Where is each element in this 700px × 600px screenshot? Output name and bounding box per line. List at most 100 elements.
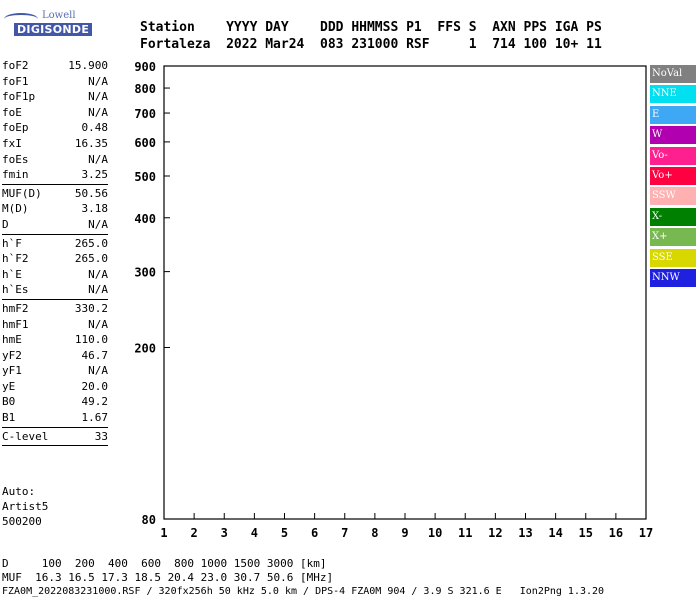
legend-item: X- xyxy=(650,207,696,226)
param-row: yF2 46.7 xyxy=(2,348,108,364)
param-label: fmin xyxy=(2,168,29,182)
param-label: hmE xyxy=(2,333,22,347)
param-label: yF2 xyxy=(2,348,22,362)
param-value: 265.0 xyxy=(74,236,108,250)
param-row: D N/A xyxy=(2,217,108,233)
param-row: foF1p N/A xyxy=(2,89,108,105)
legend-item: NNE xyxy=(650,85,696,104)
param-value: 50.56 xyxy=(74,186,108,200)
logo-product: DIGISONDE xyxy=(14,23,93,36)
y-tick-label: 600 xyxy=(134,136,156,150)
param-row: h`F 265.0 xyxy=(2,236,108,252)
y-tick-label: 400 xyxy=(134,212,156,226)
param-row: hmF1 N/A xyxy=(2,317,108,333)
param-label: foF2 xyxy=(2,59,29,72)
legend-item: NoVal xyxy=(650,65,696,83)
x-tick-label: 7 xyxy=(341,526,348,540)
param-row: B1 1.67 xyxy=(2,410,108,426)
divider xyxy=(2,426,108,428)
param-label: foEs xyxy=(2,152,29,166)
x-tick-label: 8 xyxy=(371,526,378,540)
param-row: yF1 N/A xyxy=(2,363,108,379)
auto-label: Auto: xyxy=(2,485,36,498)
param-row: B0 49.2 xyxy=(2,394,108,410)
param-row: fmin 3.25 xyxy=(2,167,108,183)
legend-item: SSW xyxy=(650,187,696,206)
param-label: yF1 xyxy=(2,364,22,378)
param-row: C-level 33 xyxy=(2,429,108,445)
param-value: N/A xyxy=(88,74,108,88)
logo-brand: Lowell xyxy=(42,10,76,21)
param-label: D xyxy=(2,217,9,231)
legend-item: NNW xyxy=(650,268,696,287)
param-label: MUF(D) xyxy=(2,186,42,200)
y-tick-label: 300 xyxy=(134,266,156,280)
param-row: yE 20.0 xyxy=(2,379,108,395)
x-tick-label: 1 xyxy=(160,526,167,540)
param-value: 0.48 xyxy=(81,121,109,135)
chart-axes: 1 2 3 4 5 6 7 8 9 10 11 12 13 14 15 16 17802003004005006… xyxy=(134,60,653,540)
param-value: N/A xyxy=(88,267,108,281)
param-row: hmF2 330.2 xyxy=(2,301,108,317)
param-value: N/A xyxy=(88,364,108,378)
param-row: h`Es N/A xyxy=(2,282,108,298)
param-value: 46.7 xyxy=(81,348,109,362)
x-tick-label: 2 xyxy=(191,526,198,540)
plot-frame xyxy=(163,65,647,520)
x-tick-label: 5 xyxy=(281,526,288,540)
x-tick-label: 15 xyxy=(579,526,593,540)
auto-code: 500200 xyxy=(2,515,42,528)
legend-item: Vo- xyxy=(650,146,696,165)
param-label: h`E xyxy=(2,267,22,281)
x-tick-label: 17 xyxy=(639,526,653,540)
x-tick-label: 16 xyxy=(609,526,623,540)
param-row: h`F2 265.0 xyxy=(2,251,108,267)
y-tick-label: 700 xyxy=(134,107,156,121)
param-value: 110.0 xyxy=(74,333,108,347)
param-row: foE N/A xyxy=(2,105,108,121)
param-row: hmE 110.0 xyxy=(2,332,108,348)
param-value: 265.0 xyxy=(74,252,108,266)
legend-item: W xyxy=(650,126,696,145)
param-value: N/A xyxy=(88,105,108,119)
param-value: 49.2 xyxy=(81,395,109,409)
x-tick-label: 6 xyxy=(311,526,318,540)
param-row: MUF(D) 50.56 xyxy=(2,186,108,202)
params-group-muf: MUF(D) 50.56 M(D) 3.18 D N/A xyxy=(2,186,108,233)
divider xyxy=(2,183,108,185)
param-value: N/A xyxy=(88,217,108,231)
param-label: h`Es xyxy=(2,283,29,297)
param-row: foEp 0.48 xyxy=(2,120,108,136)
param-row: M(D) 3.18 xyxy=(2,201,108,217)
parameter-panel: foF2 15.900 foF1 N/A foF1p N/A foE N/A foEp 0.48 f… xyxy=(2,58,108,447)
param-value: N/A xyxy=(88,152,108,166)
logo-swoosh xyxy=(4,13,38,25)
param-row: foF1 N/A xyxy=(2,74,108,90)
param-label: foF1 xyxy=(2,74,29,88)
param-label: fxI xyxy=(2,136,22,150)
y-tick-label: 900 xyxy=(134,60,156,74)
param-label: h`F xyxy=(2,236,22,250)
param-value: 15.900 xyxy=(68,59,108,72)
param-value: 16.35 xyxy=(74,136,108,150)
divider xyxy=(2,298,108,300)
param-label: yE xyxy=(2,379,16,393)
param-label: hmF1 xyxy=(2,317,29,331)
param-value: 3.18 xyxy=(81,202,109,216)
legend-item: E xyxy=(650,105,696,124)
param-label: foEp xyxy=(2,121,29,135)
x-tick-label: 3 xyxy=(221,526,228,540)
legend-item: X+ xyxy=(650,228,696,247)
autoscaling-info: Auto: Artist5 500200 xyxy=(2,484,48,529)
params-group-frequencies: foF2 15.900 foF1 N/A foF1p N/A foE N/A foEp 0.48 f… xyxy=(2,58,108,183)
x-tick-label: 4 xyxy=(251,526,258,540)
param-label: hmF2 xyxy=(2,301,29,315)
param-value: 1.67 xyxy=(81,411,109,425)
distance-row: D 100 200 400 600 800 1000 1500 3000 [km… xyxy=(2,557,327,570)
y-tick-label: 500 xyxy=(134,170,156,184)
y-tick-label: 200 xyxy=(134,342,156,356)
param-label: foE xyxy=(2,105,22,119)
param-label: foF1p xyxy=(2,90,36,104)
x-tick-label: 11 xyxy=(458,526,472,540)
